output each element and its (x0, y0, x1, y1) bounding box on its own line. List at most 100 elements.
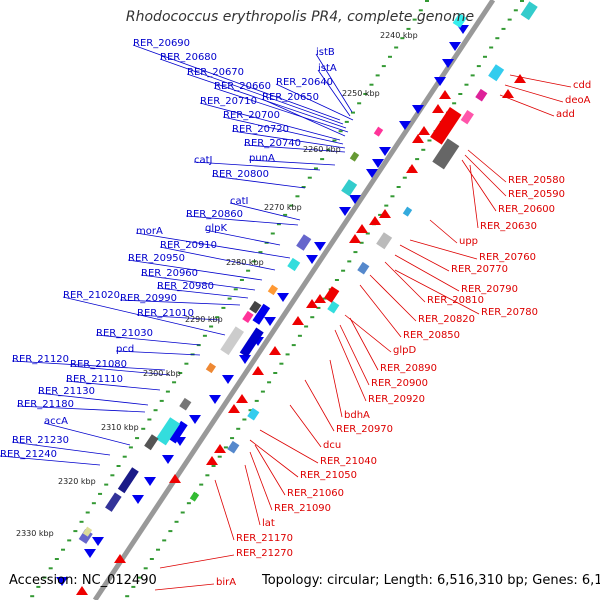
tick-dot (174, 520, 179, 523)
forward-gene-arrow (264, 317, 276, 326)
right-gene-label: RER_20600 (498, 204, 555, 215)
tick-dot (273, 372, 278, 374)
forward-gene-arrow (339, 207, 351, 216)
tick-dot (209, 325, 214, 328)
reverse-gene-arrow (228, 404, 240, 413)
tick-dot (135, 437, 140, 440)
leader-line (275, 83, 354, 121)
right-gene-label: RER_20760 (479, 252, 536, 263)
tick-dot (180, 511, 185, 514)
leader-line (159, 554, 235, 569)
gene-block-grey (144, 434, 159, 451)
tick-dot (260, 390, 265, 393)
tick-dot (270, 232, 275, 235)
reverse-gene-arrow (252, 366, 264, 375)
left-gene-label: RER_21110 (66, 374, 123, 385)
tick-dot (168, 530, 173, 533)
gene-block-red (430, 107, 462, 145)
leader-line (229, 202, 301, 221)
reverse-gene-arrow (169, 474, 181, 483)
tick-dot (217, 455, 222, 458)
leader-line (467, 149, 507, 183)
leader-line (119, 299, 241, 306)
leader-line (11, 441, 111, 456)
right-gene-label: RER_20920 (368, 394, 425, 405)
tick-dot (252, 260, 257, 263)
tick-dot (347, 260, 352, 263)
tick-dot (223, 446, 228, 449)
tick-dot (227, 297, 232, 300)
leader-line (394, 254, 460, 292)
tick-dot (285, 353, 290, 356)
tick-dot (353, 251, 358, 254)
tick-dot (199, 483, 204, 486)
tick-dot (178, 372, 183, 374)
tick-dot (458, 93, 463, 95)
tick-dot (159, 399, 164, 402)
gene-block-blue (239, 327, 264, 358)
kbp-tick-label: 2250 kbp (342, 89, 380, 98)
tick-dot (137, 576, 142, 579)
leader-line (115, 350, 201, 356)
tick-dot (470, 74, 475, 77)
forward-gene-arrow (144, 477, 156, 486)
leader-line (369, 274, 417, 322)
tick-dot (184, 362, 189, 365)
reverse-gene-arrow (236, 394, 248, 403)
gene-block-blue (252, 303, 271, 325)
leader-line (214, 479, 235, 541)
left-gene-label: RER_21230 (12, 435, 69, 446)
tick-dot (334, 279, 339, 281)
right-gene-label: cdd (573, 80, 591, 91)
left-gene-label: RER_20670 (187, 67, 244, 78)
left-gene-label: RER_21130 (38, 386, 95, 397)
leader-line (384, 261, 426, 303)
kbp-tick-label: 2320 kbp (58, 477, 96, 486)
reverse-gene-arrow (369, 216, 381, 225)
tick-dot (390, 195, 395, 198)
gene-block-grey (179, 397, 192, 411)
kbp-tick-labels: 2240 kbp 2250 kbp 2260 kbp 2270 kbp 2280 kbp… (16, 31, 418, 538)
tick-dot (149, 558, 154, 560)
tick-dot (165, 390, 170, 393)
left-gene-label: accA (44, 416, 68, 427)
forward-gene-arrow (209, 395, 221, 404)
forward-gene-arrow (449, 42, 461, 51)
reverse-gene-arrow (502, 89, 514, 98)
tick-dot (295, 195, 300, 198)
leader-line (204, 229, 281, 246)
tick-dot (186, 502, 191, 505)
gene-block-cyan (488, 64, 505, 82)
gene-block-green (189, 491, 200, 502)
reverse-gene-arrow (314, 294, 326, 303)
gene-block-magenta (475, 88, 488, 102)
right-gene-label: RER_21040 (320, 456, 377, 467)
tick-dot (350, 111, 355, 114)
tick-dot (79, 520, 84, 523)
leader-line (43, 422, 131, 446)
tick-dot (162, 539, 167, 542)
leader-line (135, 232, 291, 259)
kbp-tick-label: 2280 kbp (226, 258, 264, 267)
gene-block-cyan (155, 417, 181, 446)
leader-line (304, 379, 335, 432)
left-gene-label: RER_21180 (17, 399, 74, 410)
tick-dot (322, 297, 327, 300)
tick-dot (495, 37, 500, 40)
kbp-tick-label: 2300 kbp (143, 369, 181, 378)
tick-dot (279, 362, 284, 365)
tick-dot (156, 548, 161, 551)
right-gene-label: deoA (565, 95, 591, 106)
topology-text: Topology: circular; Length: 6,516,310 bp… (262, 573, 600, 588)
reverse-gene-arrow (76, 586, 88, 595)
forward-gene-arrow (349, 195, 361, 204)
tick-dot (172, 381, 177, 384)
tick-dot (415, 158, 420, 161)
forward-gene-arrow (239, 355, 251, 364)
left-gene-label: RER_20650 (262, 92, 319, 103)
tick-dot (482, 55, 487, 58)
forward-gene-arrow (132, 495, 144, 504)
tick-dot (501, 27, 506, 30)
reverse-gene-arrow (514, 74, 526, 83)
forward-gene-arrow (379, 147, 391, 156)
